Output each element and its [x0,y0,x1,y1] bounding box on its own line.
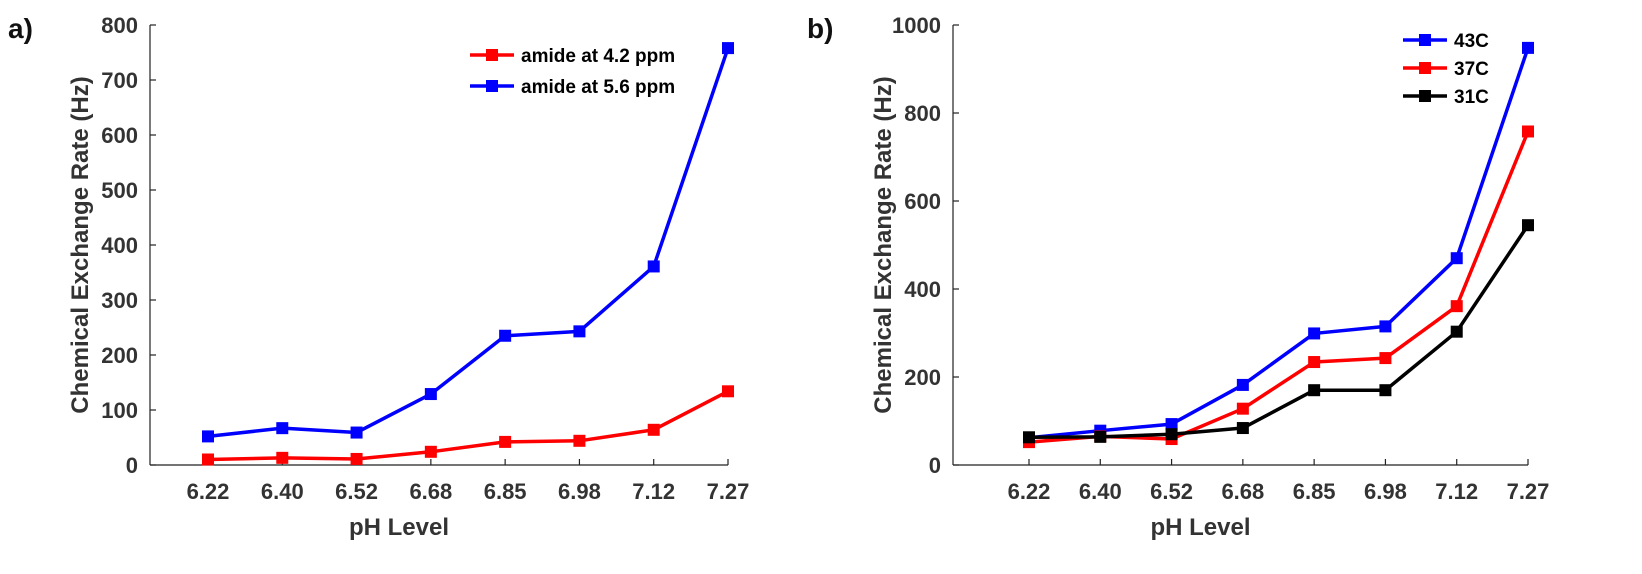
y-tick-label: 400 [101,233,138,258]
x-tick-label: 6.85 [1293,479,1336,504]
data-point [1236,402,1249,415]
y-tick-label: 600 [101,123,138,148]
x-axis-title: pH Level [1150,514,1250,541]
series-amide-at-4-2-ppm [202,385,734,466]
panel-b-chart: b) 0 200 400 600 800 1000 6.22 6.40 6.52 6.68 6.85 6… [807,13,1549,541]
y-tick-label: 0 [126,453,138,478]
x-tick-label: 7.27 [707,479,750,504]
data-point [1308,356,1321,369]
y-tick-label: 100 [101,398,138,423]
legend-marker [486,80,498,92]
data-point [1236,422,1249,435]
data-point [1308,327,1321,340]
data-point [499,329,512,342]
series-line [1028,47,1530,440]
legend-label: amide at 5.6 ppm [521,77,675,98]
x-tick-label: 6.98 [558,479,601,504]
data-point [276,451,289,464]
series-amide-at-5-6-ppm [202,42,734,443]
y-tick-label: 800 [904,101,941,126]
y-tick-label: 800 [101,13,138,38]
legend-label: 37C [1454,59,1489,80]
series-43c [1023,41,1534,444]
series-line [207,47,730,439]
y-axis-title: Chemical Exchange Rate (Hz) [870,76,897,413]
data-point [1522,41,1534,54]
data-point [1094,430,1107,443]
legend-label: 31C [1454,87,1489,108]
data-point [1450,325,1463,338]
data-point [573,325,586,338]
data-point [1236,378,1249,391]
data-point [1379,320,1392,333]
x-tick-label: 6.52 [1150,479,1193,504]
legend-marker [1419,34,1431,46]
y-tick-label: 0 [929,453,941,478]
x-tick-label: 6.85 [484,479,527,504]
y-tick-label: 300 [101,288,138,313]
series-31c [1023,219,1534,444]
data-point [1379,352,1392,365]
legend-marker [486,49,498,61]
legend-label: amide at 4.2 ppm [521,46,675,67]
x-tick-label: 7.27 [1507,479,1550,504]
data-point [1165,418,1178,431]
y-tick-label: 400 [904,277,941,302]
data-point [424,388,437,401]
panel-a-chart: a) 0 100 200 300 400 500 600 700 800 6.22 6.40 6.52 6… [8,13,749,541]
legend-label: 43C [1454,31,1489,52]
x-tick-label: 6.40 [261,479,304,504]
data-point [350,452,363,465]
panel-label: a) [8,13,33,44]
x-axis-title: pH Level [349,514,449,541]
data-point [1450,300,1463,313]
legend-marker [1419,62,1431,74]
data-point [722,42,734,55]
x-tick-label: 6.68 [1221,479,1264,504]
series-line [1028,130,1530,444]
panel-label: b) [807,13,833,44]
data-point [647,260,660,273]
data-point [1023,431,1035,444]
legend: amide at 4.2 ppm amide at 5.6 ppm [470,46,675,98]
series-line [207,389,729,462]
data-point [1308,384,1321,397]
legend: 43C 37C 31C [1403,31,1489,108]
x-tick-label: 6.98 [1364,479,1407,504]
data-point [1379,384,1392,397]
data-point [722,385,734,398]
x-tick-label: 6.52 [335,479,378,504]
series-line [1028,224,1530,440]
data-point [1450,252,1463,265]
data-point [202,453,214,466]
legend-marker [1419,90,1431,102]
data-point [1522,125,1534,138]
y-tick-label: 700 [101,68,138,93]
data-point [1522,219,1534,232]
y-tick-label: 200 [904,365,941,390]
y-tick-label: 200 [101,343,138,368]
data-point [647,423,660,436]
y-tick-label: 500 [101,178,138,203]
data-point [1165,428,1178,441]
x-tick-label: 6.68 [409,479,452,504]
x-tick-label: 7.12 [1435,479,1478,504]
y-tick-label: 1000 [892,13,941,38]
x-tick-label: 6.40 [1079,479,1122,504]
data-point [350,426,363,439]
x-tick-label: 6.22 [187,479,230,504]
data-point [276,422,289,435]
data-point [573,434,586,447]
series-37c [1023,125,1534,449]
data-point [202,430,214,443]
y-tick-label: 600 [904,189,941,214]
x-tick-label: 6.22 [1008,479,1051,504]
data-point [424,445,437,458]
y-axis-title: Chemical Exchange Rate (Hz) [67,76,94,413]
data-point [499,435,512,448]
x-tick-label: 7.12 [632,479,675,504]
